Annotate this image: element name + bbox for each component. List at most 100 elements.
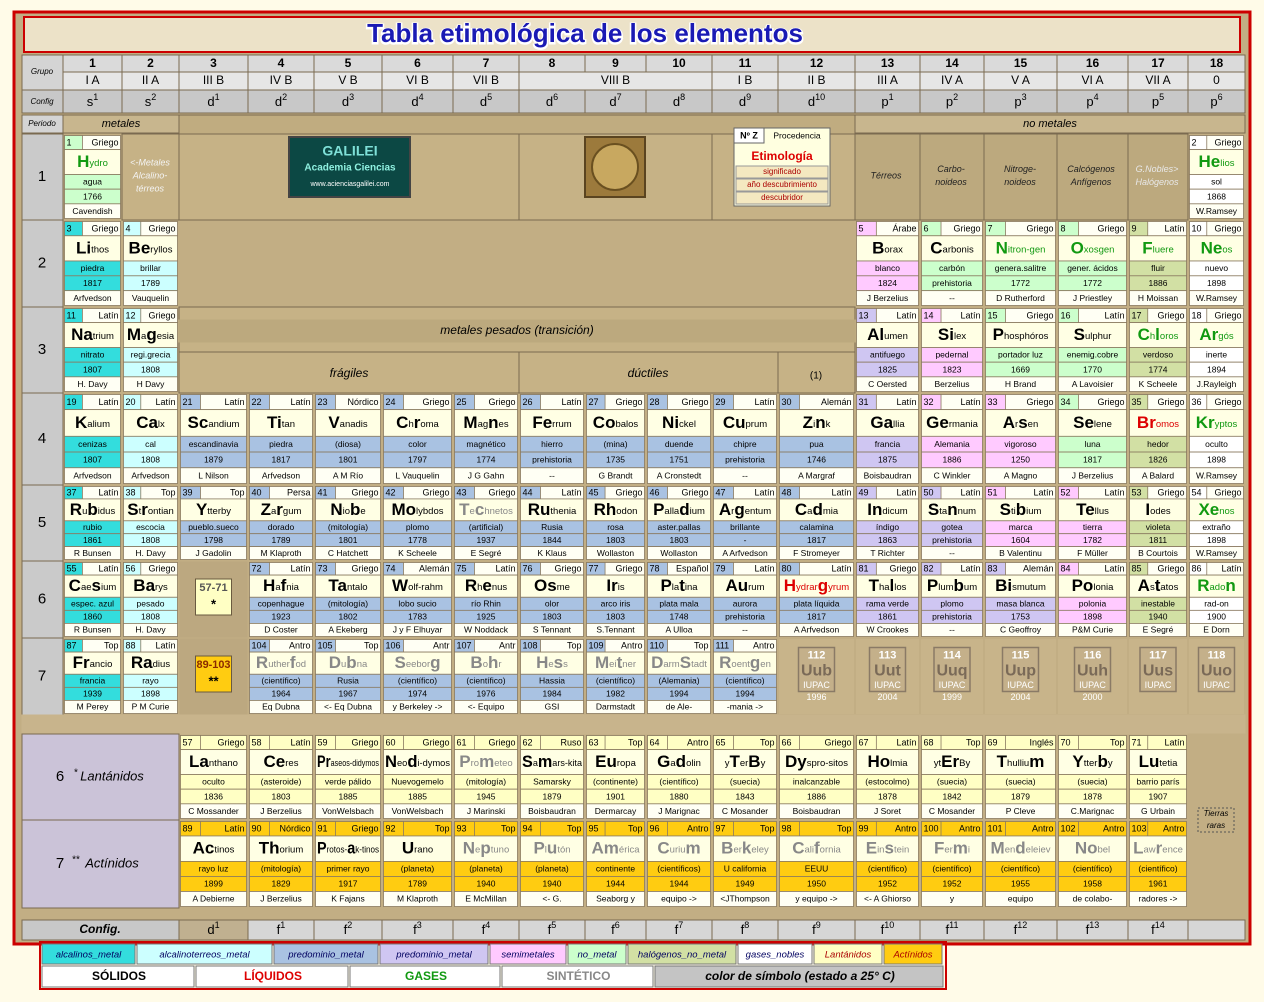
cell-symbol <box>1129 322 1187 348</box>
group-label: Grupo <box>31 67 54 76</box>
symbol-letters: Ru <box>528 500 551 519</box>
origin: Top <box>966 737 981 747</box>
word-letters: olf-rahm <box>408 582 443 593</box>
superheavy-source: IUPAC <box>1145 680 1172 690</box>
superheavy-source: IUPAC <box>939 680 966 690</box>
etymon: Bromos <box>1137 413 1179 432</box>
discovery-year: 1885 <box>339 791 358 801</box>
etymon: Arsen <box>1003 413 1039 432</box>
discoverer: -- <box>549 470 555 480</box>
word-letters: r <box>498 659 501 670</box>
word-letters: anadis <box>340 418 368 429</box>
f-config: f11 <box>946 920 959 937</box>
cell-d <box>586 467 645 484</box>
symbol-letters: Ga <box>870 413 893 432</box>
config-exponent: 9 <box>816 920 821 930</box>
config-label: Config <box>30 97 54 106</box>
symbol-letters: Si <box>938 326 954 345</box>
origin: Latín <box>1104 488 1124 498</box>
origin: Latín <box>98 310 118 320</box>
discoverer: A Balard <box>1142 470 1174 480</box>
discoverer: C Mosander <box>929 806 975 816</box>
symbol-letters: Ba <box>133 577 155 596</box>
etymon: Hydro <box>77 153 108 172</box>
superheavy-box <box>797 646 836 693</box>
meaning: Rusia <box>337 676 359 686</box>
word-letters: arm <box>663 659 679 670</box>
brittle-region <box>178 351 520 394</box>
symbol-letters: S <box>394 654 405 673</box>
legend-swatch <box>627 943 737 965</box>
cell-d <box>647 803 711 819</box>
meaning: duende <box>665 439 694 449</box>
origin: Griego <box>148 310 175 320</box>
superheavy-box <box>1139 646 1177 693</box>
discoverer: A Arfvedson <box>794 625 840 635</box>
cell-symbol <box>249 749 313 775</box>
discoverer: K Scheele <box>398 548 437 558</box>
cell-d <box>180 546 247 560</box>
discovery-year: 1899 <box>204 879 223 889</box>
word-letters: ti <box>1011 505 1016 516</box>
symbol-letters: H <box>263 577 275 596</box>
superheavy-number: 114 <box>943 649 962 661</box>
origin: Latín <box>960 488 980 498</box>
origin: Top <box>567 641 582 651</box>
origin: Top <box>435 824 450 834</box>
config-exponent: 11 <box>949 920 958 930</box>
meaning: (científico) <box>1073 864 1112 874</box>
origin: Latín <box>754 564 774 574</box>
meaning: (científico) <box>932 864 971 874</box>
series-label-cell <box>21 819 180 909</box>
placeholder-range: 89-103 <box>197 659 231 671</box>
discovery-year: 1952 <box>943 879 962 889</box>
origin: Antro <box>289 641 311 651</box>
superheavy-year: 2004 <box>1010 692 1030 702</box>
meaning: plata mala <box>659 599 698 609</box>
atomic-number: 53 <box>1132 488 1142 498</box>
cell-d <box>1058 891 1127 907</box>
config-orbital: f <box>812 922 816 937</box>
superheavy-number: 115 <box>1012 649 1030 661</box>
config-exponent: 5 <box>551 920 556 930</box>
symbol-letters: C <box>792 839 804 858</box>
word-letters: er <box>944 844 952 855</box>
meaning: (estocolmo) <box>865 777 910 787</box>
meaning: (científico) <box>725 676 764 686</box>
cell-symbol <box>586 749 645 775</box>
config: d1 <box>207 92 219 109</box>
word-letters: la <box>672 582 680 593</box>
discovery-year: 1875 <box>878 455 897 465</box>
origin: Top <box>760 737 775 747</box>
origin: Latín <box>831 488 851 498</box>
meaning: (planeta) <box>401 864 435 874</box>
meaning: (mina) <box>603 439 627 449</box>
period-number: 2 <box>38 254 46 271</box>
cell-symbol <box>921 409 983 437</box>
symbol-letters: L <box>1133 839 1143 858</box>
family-label: G.Nobles> <box>1136 164 1179 174</box>
symbol-letters: Ho <box>867 753 890 772</box>
symbol-letters: N <box>385 753 397 772</box>
symbol-letters: Y <box>1072 753 1084 772</box>
cell-symbol <box>856 409 919 437</box>
superheavy-number: 116 <box>1084 649 1102 661</box>
f-config: f12 <box>1014 920 1028 937</box>
transition-label-bar <box>178 319 856 343</box>
cell-symbol <box>713 749 777 775</box>
discoverer: J Berzelius <box>260 806 302 816</box>
cell-symbol <box>1129 235 1187 262</box>
word-letters: num <box>958 505 977 516</box>
origin: Griego <box>351 737 378 747</box>
discoverer: D Rutherford <box>996 293 1045 303</box>
word-letters: umen <box>884 331 908 342</box>
symbol-letters: P <box>459 753 470 772</box>
word-letters: gós <box>1218 331 1234 342</box>
discovery-year: 1879 <box>204 455 223 465</box>
cell-symbol <box>647 835 711 862</box>
